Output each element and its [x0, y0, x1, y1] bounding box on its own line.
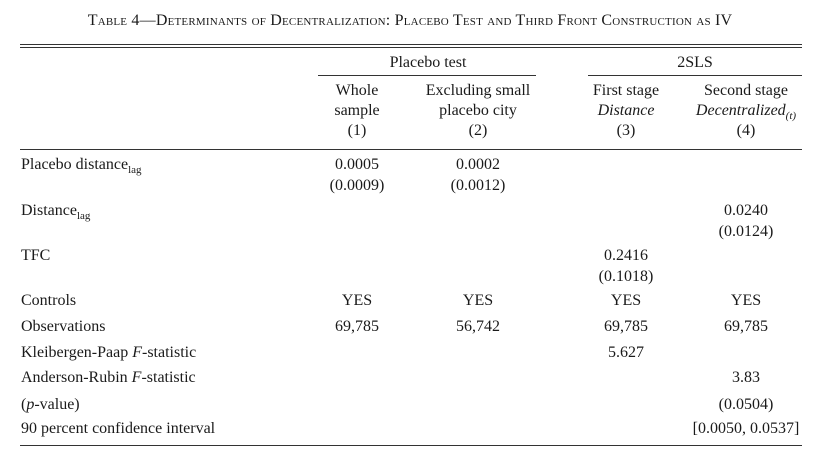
column-header-4-line2-text: Decentralized: [695, 102, 786, 119]
cell-controls-c1: YES: [341, 292, 373, 309]
cell-observations-c1: 69,785: [335, 318, 379, 335]
cell-controls-c2: YES: [462, 292, 494, 309]
table-caption-title: Determinants of Decentralization: Placeb…: [155, 12, 733, 29]
column-header-1: Whole sample (1): [334, 81, 379, 141]
column-header-2-line2: placebo city: [439, 102, 517, 119]
cell-pvalue-c4: (0.0504): [718, 396, 774, 413]
cell-observations-c2: 56,742: [456, 318, 500, 335]
cell-placebo-distance-c1-se: (0.0009): [329, 177, 385, 194]
column-header-3-line1: First stage: [592, 82, 660, 99]
group-rule-placebo: [318, 75, 536, 76]
row-label-kp-pre: Kleibergen-Paap: [21, 344, 133, 361]
group-header-2sls: 2SLS: [677, 54, 713, 71]
group-rule-2sls: [588, 75, 802, 76]
cell-placebo-distance-c2: 0.0002: [456, 156, 500, 173]
row-label-pvalue-post: -value): [34, 396, 80, 413]
column-header-4-num: (4): [736, 122, 756, 139]
column-header-1-line2: sample: [334, 102, 380, 119]
row-label-kp: Kleibergen-Paap F-statistic: [21, 343, 196, 363]
row-label-placebo-distance-sub: lag: [128, 164, 142, 176]
cell-kp-c3: 5.627: [608, 344, 644, 361]
cell-controls-c4: YES: [730, 292, 762, 309]
column-header-2: Excluding small placebo city (2): [426, 81, 530, 141]
column-header-1-num: (1): [347, 122, 367, 139]
row-label-controls: Controls: [21, 292, 77, 309]
row-label-tfc: TFC: [21, 247, 51, 264]
row-label-ar-pre: Anderson-Rubin: [21, 369, 132, 386]
row-label-distance: Distancelag: [21, 201, 91, 222]
row-label-kp-it: F: [132, 344, 142, 361]
row-label-placebo-distance-text: Placebo distance: [21, 156, 129, 173]
column-header-1-line1: Whole: [335, 82, 379, 99]
row-label-ar: Anderson-Rubin F-statistic: [21, 368, 196, 388]
row-label-distance-text: Distance: [21, 202, 77, 219]
column-header-3: First stage Distance (3): [593, 81, 659, 141]
row-label-placebo-distance: Placebo distancelag: [21, 155, 142, 176]
cell-observations-c4: 69,785: [724, 318, 768, 335]
column-header-3-line2: Distance: [597, 102, 655, 119]
table-caption: Table 4—Determinants of Decentralization…: [0, 12, 820, 30]
column-header-2-line1: Excluding small: [425, 82, 531, 99]
column-header-4-line1: Second stage: [704, 82, 788, 99]
cell-distance-c4-se: (0.0124): [718, 223, 774, 240]
group-header-placebo: Placebo test: [389, 54, 467, 71]
table-caption-prefix: Table 4—: [87, 12, 156, 29]
column-header-2-num: (2): [468, 122, 488, 139]
cell-ar-c4: 3.83: [732, 369, 760, 386]
row-label-observations: Observations: [21, 318, 106, 335]
cell-observations-c3: 69,785: [604, 318, 648, 335]
cell-distance-c4: 0.0240: [724, 202, 768, 219]
row-label-ar-post: -statistic: [141, 369, 196, 386]
row-label-pvalue-pre: (: [21, 396, 27, 413]
cell-controls-c3: YES: [610, 292, 642, 309]
cell-tfc-c3: 0.2416: [604, 247, 648, 264]
header-rule: [20, 149, 802, 150]
column-header-4: Second stage Decentralized(t) (4): [696, 81, 796, 141]
column-header-4-line2: Decentralized(t): [695, 101, 797, 122]
top-rule-2: [20, 47, 802, 48]
row-label-pvalue-it: p: [26, 396, 35, 413]
row-label-distance-sub: lag: [76, 210, 91, 222]
cell-placebo-distance-c2-se: (0.0012): [450, 177, 506, 194]
row-label-ci: 90 percent confidence interval: [21, 420, 216, 437]
row-label-pvalue: (p-value): [21, 395, 80, 415]
top-rule-1: [20, 44, 802, 45]
row-label-ar-it: F: [131, 369, 142, 386]
cell-tfc-c3-se: (0.1018): [598, 268, 654, 285]
cell-placebo-distance-c1: 0.0005: [335, 156, 379, 173]
column-header-4-line2-sub: (t): [785, 110, 797, 122]
column-header-3-num: (3): [616, 122, 636, 139]
bottom-rule: [20, 445, 802, 446]
cell-ci-c4: [0.0050, 0.0537]: [692, 420, 800, 437]
row-label-kp-post: -statistic: [142, 344, 197, 361]
